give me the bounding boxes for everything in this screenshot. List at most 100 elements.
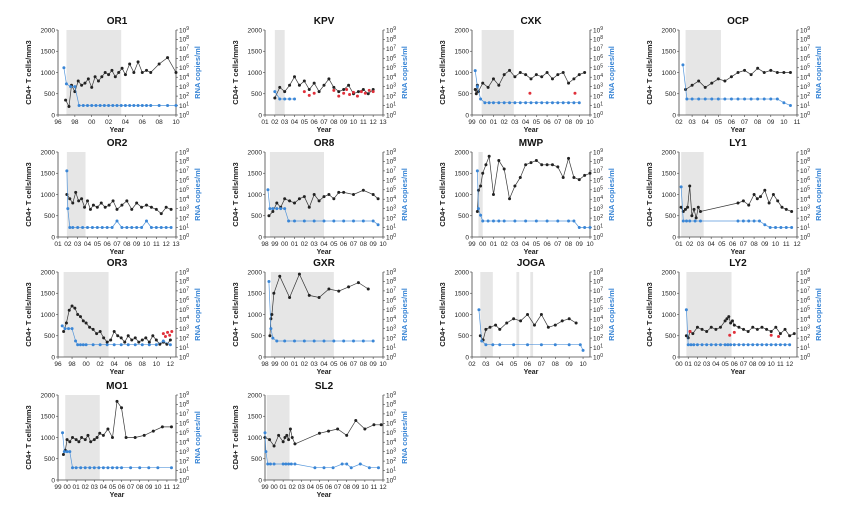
cd4-point <box>742 327 746 331</box>
rna-point <box>287 462 291 466</box>
cd4-point <box>77 440 81 444</box>
rna-point <box>125 226 129 230</box>
y2-tick-label: 108 <box>800 35 810 44</box>
y2-tick-label: 103 <box>179 324 189 333</box>
cd4-point <box>83 205 87 209</box>
x-tick-label: 02 <box>271 119 279 126</box>
y2-tick-label: 108 <box>593 157 603 166</box>
rna-point <box>572 219 576 223</box>
cd4-point <box>529 77 533 81</box>
highlight-point <box>163 334 167 338</box>
x-tick-label: 98 <box>71 119 79 126</box>
rna-point <box>76 226 80 230</box>
rna-point <box>684 308 688 312</box>
y-tick-label: 1500 <box>455 171 470 178</box>
cd4-point <box>160 425 164 429</box>
y2-axis-label: RNA copies/ml <box>400 46 409 99</box>
rna-point <box>526 343 530 347</box>
rna-point <box>68 226 72 230</box>
cd4-point <box>372 423 376 427</box>
x-tick-label: 10 <box>154 484 162 491</box>
rna-point <box>164 226 168 230</box>
cd4-point <box>288 199 292 203</box>
cd4-point <box>376 197 380 201</box>
cd4-point <box>729 321 733 325</box>
cd4-point <box>123 73 127 77</box>
x-tick-label: 01 <box>490 241 498 248</box>
highlight-point <box>337 94 341 98</box>
panel-title: OR2 <box>107 138 128 149</box>
cd4-point <box>561 71 565 74</box>
rna-point <box>497 101 501 105</box>
x-tick-label: 12 <box>786 361 794 368</box>
y-tick-label: 0 <box>258 354 262 361</box>
cd4-line <box>269 273 369 336</box>
x-tick-label: 99 <box>261 484 269 491</box>
y2-tick-label: 107 <box>179 410 189 419</box>
y-tick-label: 2000 <box>662 149 677 156</box>
rna-point <box>94 104 98 108</box>
cd4-point <box>508 68 512 72</box>
y2-tick-label: 103 <box>386 324 396 333</box>
x-tick-label: 07 <box>127 484 135 491</box>
rna-point <box>765 343 769 347</box>
x-tick-label: 05 <box>533 241 541 248</box>
x-tick-label: 05 <box>301 119 309 126</box>
x-tick-label: 09 <box>370 361 378 368</box>
x-tick-label: 98 <box>261 361 269 368</box>
x-tick-label: 10 <box>768 361 776 368</box>
y2-tick-label: 107 <box>800 287 810 296</box>
x-tick-label: 07 <box>740 361 748 368</box>
y2-tick-label: 109 <box>386 148 396 157</box>
cd4-point <box>302 195 306 199</box>
highlight-point <box>307 93 311 97</box>
rna-point <box>128 104 132 108</box>
x-tick-label: 08 <box>360 241 368 248</box>
rna-point <box>681 219 685 223</box>
y2-tick-label: 101 <box>179 343 189 352</box>
cd4-point <box>695 325 699 329</box>
rna-point <box>92 466 96 470</box>
y-tick-label: 500 <box>458 213 469 220</box>
cd4-point <box>312 81 316 85</box>
y2-tick-label: 102 <box>593 334 603 343</box>
rna-point <box>102 104 106 108</box>
cd4-point <box>556 165 560 169</box>
cd4-point <box>550 77 554 81</box>
rna-point <box>287 219 291 223</box>
x-tick-label: 01 <box>291 361 299 368</box>
cd4-point <box>546 325 550 329</box>
cd4-point <box>696 205 700 209</box>
cd4-point <box>327 429 331 433</box>
cd4-point <box>103 205 107 209</box>
cd4-point <box>86 433 90 437</box>
cd4-point <box>71 201 75 205</box>
cd4-point <box>151 429 155 433</box>
x-tick-label: 00 <box>281 241 289 248</box>
cd4-point <box>120 66 124 70</box>
cd4-point <box>145 203 148 207</box>
rna-point <box>376 466 380 470</box>
cd4-point <box>93 75 97 79</box>
shaded-region <box>478 152 483 237</box>
y-tick-label: 500 <box>44 456 55 463</box>
y-tick-label: 2000 <box>248 269 263 276</box>
y2-tick-label: 101 <box>386 343 396 352</box>
cd4-point <box>727 315 731 319</box>
cd4-point <box>756 66 760 70</box>
y-tick-label: 1000 <box>662 70 677 77</box>
cd4-point <box>91 203 95 207</box>
panel-title: CXK <box>520 16 542 27</box>
cd4-point <box>267 214 271 218</box>
cd4-point <box>130 207 134 211</box>
x-tick-label: 98 <box>261 241 269 248</box>
x-tick-label: 08 <box>565 241 573 248</box>
y-tick-label: 2000 <box>662 27 677 34</box>
y2-tick-label: 107 <box>800 45 810 54</box>
x-tick-label: 02 <box>686 241 694 248</box>
x-tick-label: 08 <box>343 484 351 491</box>
cd4-point <box>534 73 538 77</box>
y2-tick-label: 106 <box>179 176 189 185</box>
x-tick-label: 05 <box>94 241 102 248</box>
rna-line <box>477 170 590 228</box>
